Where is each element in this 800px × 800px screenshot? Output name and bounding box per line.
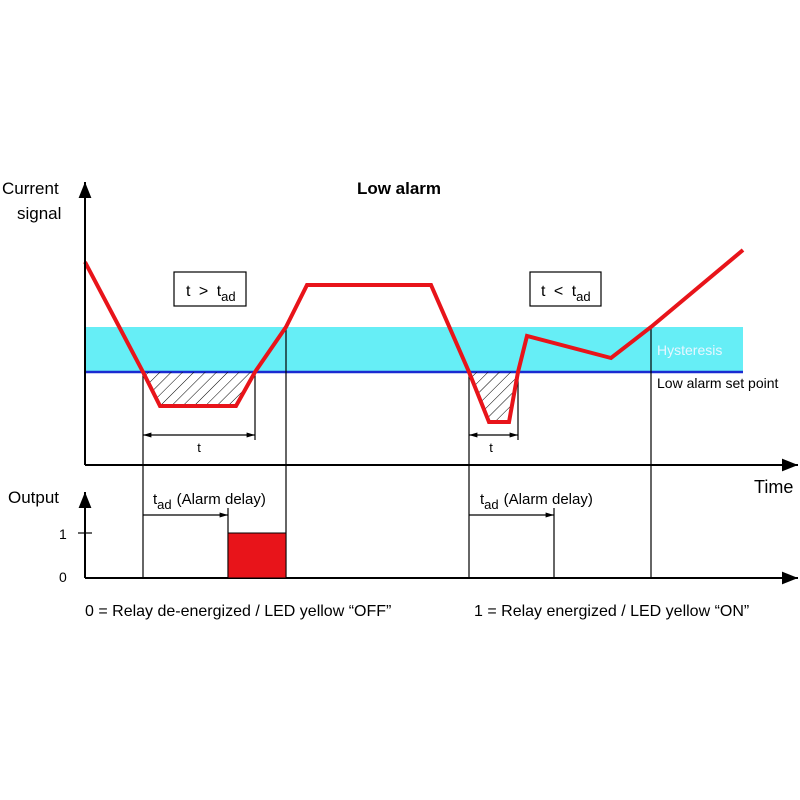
- hysteresis-label: Hysteresis: [657, 342, 722, 358]
- delay-label: tad (Alarm delay): [480, 491, 593, 512]
- x-axis-label: Time: [754, 477, 793, 497]
- rhs-subscript: ad: [221, 289, 235, 304]
- rhs: t: [217, 283, 222, 300]
- delay-text: (Alarm delay): [504, 491, 593, 508]
- title: Low alarm: [357, 179, 441, 198]
- rhs-subscript: ad: [576, 289, 590, 304]
- set-point-label: Low alarm set point: [657, 375, 779, 391]
- condition-box: [529, 271, 602, 307]
- delay-subscript: ad: [484, 497, 498, 512]
- legend-item: 0 = Relay de-energized / LED yellow “OFF…: [85, 603, 391, 620]
- y-axis-label: signal: [17, 204, 61, 223]
- condition-box: [173, 271, 247, 307]
- operator: >: [199, 283, 208, 300]
- lhs: t: [541, 283, 546, 300]
- delay-subscript: ad: [157, 497, 171, 512]
- rhs: t: [572, 283, 577, 300]
- output-label: Output: [8, 488, 59, 507]
- condition-text: t < tad: [541, 283, 591, 304]
- lhs: t: [186, 283, 191, 300]
- output-tick-label: 1: [59, 526, 67, 542]
- hysteresis-band: [85, 327, 743, 372]
- legend-item: 1 = Relay energized / LED yellow “ON”: [474, 603, 749, 620]
- hatched-area: [469, 372, 518, 422]
- signal-line: [83, 248, 745, 424]
- y-axis-label: Current: [2, 179, 59, 198]
- output-tick-label: 0: [59, 569, 67, 585]
- delay-text: (Alarm delay): [177, 491, 266, 508]
- delay-label: tad (Alarm delay): [153, 491, 266, 512]
- duration-label: t: [489, 440, 493, 455]
- operator: <: [554, 283, 563, 300]
- output-pulse: [227, 532, 287, 579]
- duration-label: t: [197, 440, 201, 455]
- hatched-area: [143, 372, 255, 406]
- delay-symbol: t: [480, 491, 485, 508]
- delay-symbol: t: [153, 491, 158, 508]
- condition-text: t > tad: [186, 283, 236, 304]
